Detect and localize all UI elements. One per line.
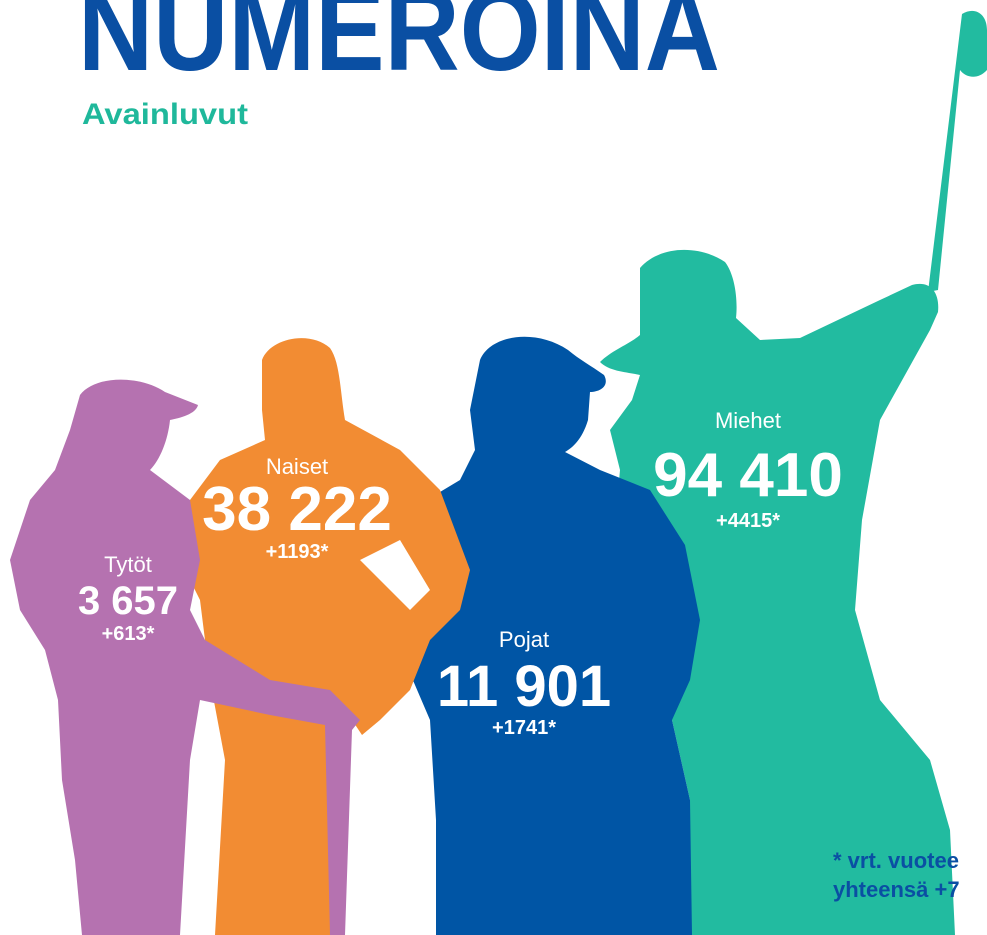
group-value: 94 410 <box>653 441 843 510</box>
group-change: +4415* <box>716 510 780 532</box>
subtitle: Avainluvut <box>82 98 248 131</box>
silhouette-women <box>180 338 470 935</box>
group-change: +1193* <box>266 541 329 563</box>
infographic: NUMEROINA Avainluvut Tytöt 3 657 +613* N… <box>0 0 987 935</box>
footnote: yhteensä +7 <box>833 877 960 902</box>
group-label: Tytöt <box>104 552 152 577</box>
footnote: * vrt. vuotee <box>833 848 959 873</box>
page: NUMEROINA Avainluvut Tytöt 3 657 +613* N… <box>0 0 987 935</box>
group-label: Pojat <box>499 627 549 652</box>
group-value: 38 222 <box>202 475 392 544</box>
group-value: 3 657 <box>78 579 178 623</box>
title: NUMEROINA <box>78 0 720 95</box>
group-change: +613* <box>102 623 155 645</box>
group-value: 11 901 <box>437 654 611 719</box>
group-label: Miehet <box>715 408 781 433</box>
group-change: +1741* <box>492 717 556 739</box>
